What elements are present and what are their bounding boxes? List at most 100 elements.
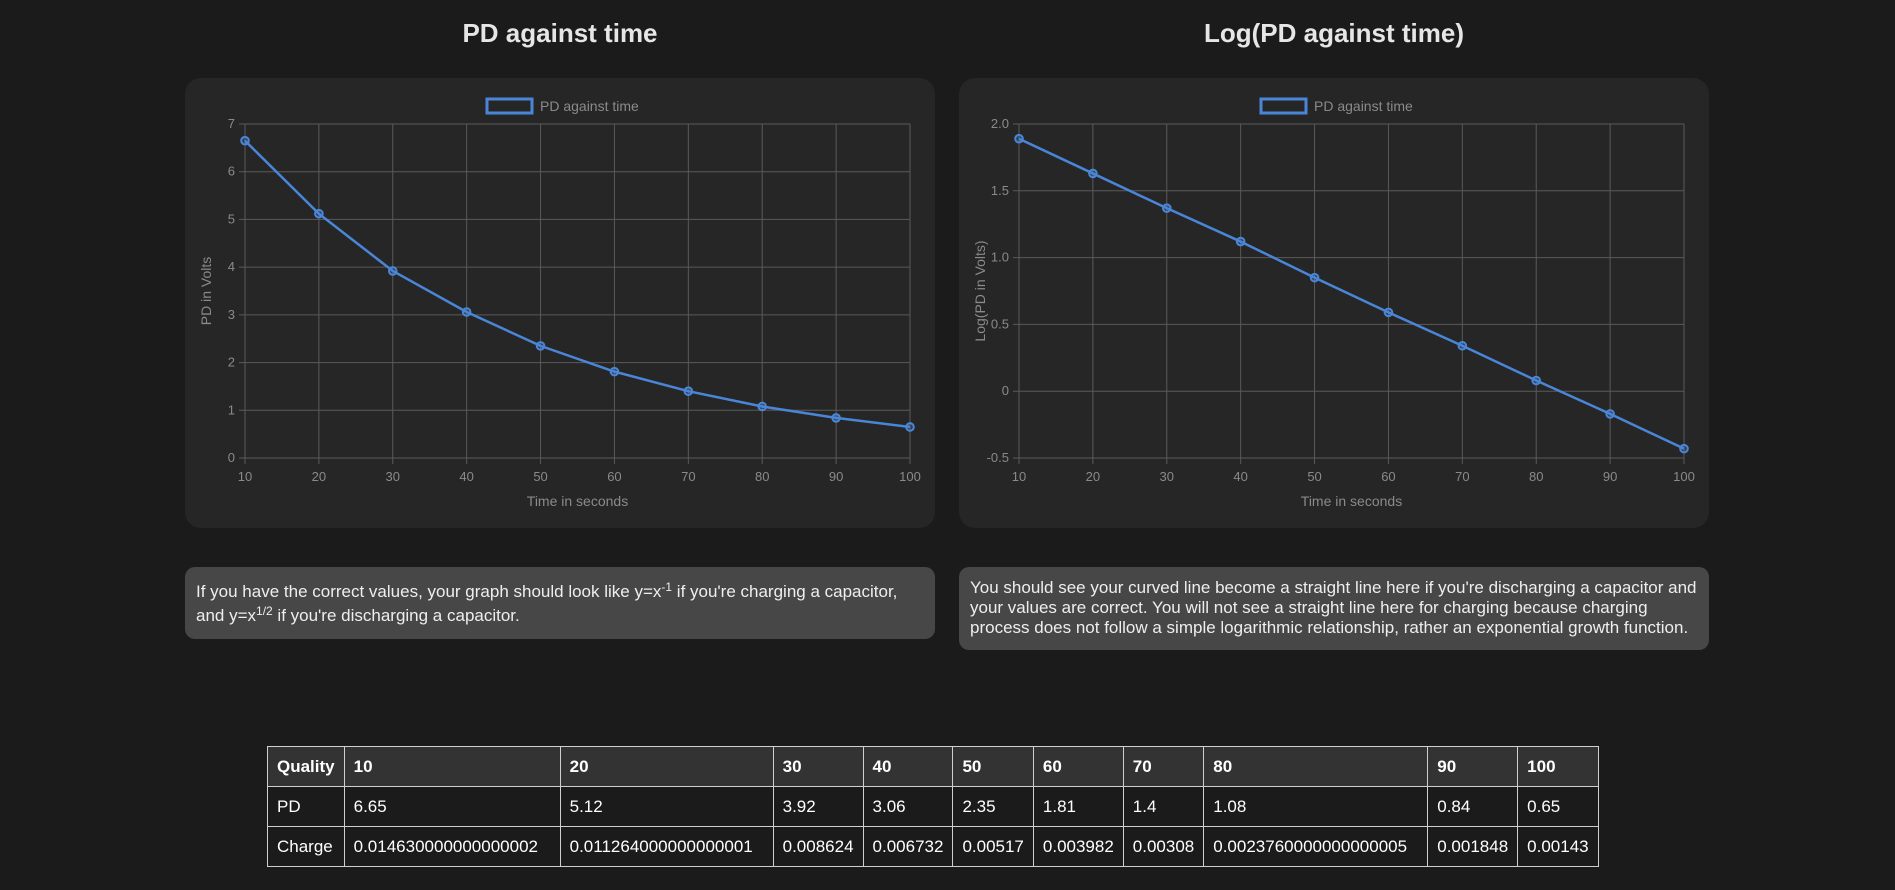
table-row-label: Charge — [267, 826, 345, 867]
data-point — [905, 422, 915, 432]
series-line — [244, 139, 911, 429]
data-point — [1531, 375, 1542, 386]
x-tick-label: 40 — [459, 469, 473, 484]
table-cell: 1.08 — [1203, 786, 1429, 827]
table-cell: 0.84 — [1427, 786, 1519, 827]
pd-explanation-note: If you have the correct values, your gra… — [185, 567, 935, 639]
x-tick-label: 30 — [1160, 469, 1174, 484]
data-point — [609, 366, 620, 377]
y-tick-label: 7 — [228, 116, 235, 131]
table-cell: 0.0023760000000000005 — [1203, 826, 1429, 867]
table-cell: 0.00517 — [952, 826, 1034, 867]
y-tick-label: 6 — [228, 164, 235, 179]
x-tick-label: 100 — [899, 469, 921, 484]
table-header-cell: Quality — [267, 746, 345, 787]
y-tick-label: -0.5 — [987, 450, 1009, 465]
data-point — [314, 208, 324, 219]
y-tick-label: 2 — [228, 355, 235, 370]
data-point — [1457, 340, 1468, 351]
x-tick-label: 20 — [1086, 469, 1100, 484]
data-point — [757, 401, 768, 412]
values-table: Quality 10 20 30 40 50 60 70 80 90 100 P… — [267, 746, 1599, 867]
table-header-cell: 40 — [862, 746, 954, 787]
table-cell: 2.35 — [952, 786, 1034, 827]
y-axis-label: PD in Volts — [198, 257, 214, 325]
pd-chart: 10 20 30 40 50 60 70 80 90 100 0 1 2 3 4 5 6 7 Time in sec… — [198, 97, 921, 509]
x-tick-label: 80 — [1529, 469, 1543, 484]
table-cell: 0.014630000000000002 — [343, 826, 561, 867]
note-exponent-1: -1 — [661, 580, 673, 594]
chart-title-pd: PD against time — [462, 18, 658, 48]
chart-card-log-pd: 10 20 30 40 50 60 70 80 90 100 -0.5 0 0.5 1.0 1.5 2.0 Ti… — [959, 78, 1709, 528]
legend-label: PD against time — [1314, 98, 1413, 114]
y-axis-label: Log(PD in Volts) — [972, 240, 988, 341]
data-point — [387, 266, 398, 276]
log-pd-chart: 10 20 30 40 50 60 70 80 90 100 -0.5 0 0.5 1.0 1.5 2.0 Ti… — [972, 97, 1695, 509]
legend-swatch — [485, 97, 534, 115]
data-point — [683, 386, 694, 397]
data-point — [1161, 203, 1172, 213]
note-text-3: if you're discharging a capacitor. — [272, 606, 520, 625]
legend: PD against time — [1259, 97, 1413, 115]
data-point — [1679, 443, 1689, 454]
table-cell: 6.65 — [343, 786, 561, 827]
table-cell: 0.00143 — [1517, 826, 1599, 867]
x-tick-label: 50 — [533, 469, 547, 484]
table-cell: 0.011264000000000001 — [559, 826, 774, 867]
log-pd-explanation-note: You should see your curved line become a… — [959, 567, 1709, 650]
x-tick-label: 10 — [1012, 469, 1026, 484]
series-line — [1018, 137, 1685, 450]
y-tick-label: 0 — [1002, 383, 1009, 398]
table-cell: 0.65 — [1517, 786, 1599, 827]
table-header-cell: 80 — [1203, 746, 1429, 787]
x-tick-label: 90 — [1603, 469, 1617, 484]
y-tick-label: 3 — [228, 307, 235, 322]
table-cell: 3.92 — [772, 786, 864, 827]
x-tick-label: 60 — [607, 469, 621, 484]
table-row: PD 6.65 5.12 3.92 3.06 2.35 1.81 1.4 1.0… — [267, 786, 1599, 827]
y-tick-label: 0.5 — [991, 316, 1009, 331]
chart-title-log-pd: Log(PD against time) — [1203, 18, 1464, 48]
x-tick-label: 10 — [238, 469, 252, 484]
x-tick-label: 40 — [1233, 469, 1247, 484]
note-text-2: if you're charging a capacitor, and y=x — [196, 582, 898, 625]
table-cell: 0.001848 — [1427, 826, 1519, 867]
note-exponent-2: 1/2 — [256, 604, 273, 618]
gridlines — [1013, 123, 1685, 464]
x-tick-label: 30 — [386, 469, 400, 484]
data-point — [1235, 236, 1246, 247]
y-tick-label: 2.0 — [991, 116, 1009, 131]
data-point — [1014, 133, 1024, 144]
table-cell: 5.12 — [559, 786, 774, 827]
x-axis-label: Time in seconds — [527, 493, 628, 509]
y-tick-label: 1.0 — [991, 250, 1009, 265]
x-tick-label: 50 — [1307, 469, 1321, 484]
table-cell: 0.008624 — [772, 826, 864, 867]
table-row-label: PD — [267, 786, 345, 827]
x-tick-label: 80 — [755, 469, 769, 484]
x-tick-label: 70 — [681, 469, 695, 484]
table-cell: 1.81 — [1032, 786, 1124, 827]
table-header-cell: 70 — [1122, 746, 1205, 787]
data-point — [240, 135, 250, 146]
gridlines — [239, 123, 911, 464]
x-axis-label: Time in seconds — [1301, 493, 1402, 509]
table-header-cell: 10 — [343, 746, 561, 787]
table-header-cell: 30 — [772, 746, 864, 787]
data-point — [1605, 409, 1615, 419]
x-tick-label: 100 — [1673, 469, 1695, 484]
y-tick-label: 0 — [228, 450, 235, 465]
table-header-cell: 60 — [1032, 746, 1124, 787]
table-cell: 3.06 — [862, 786, 954, 827]
data-point — [535, 341, 546, 351]
x-tick-label: 70 — [1455, 469, 1469, 484]
data-point — [1088, 168, 1098, 179]
data-point — [1383, 307, 1394, 318]
data-point — [461, 307, 472, 317]
legend-swatch — [1259, 97, 1308, 115]
table-header-cell: 90 — [1427, 746, 1519, 787]
x-tick-label: 20 — [312, 469, 326, 484]
y-tick-label: 5 — [228, 211, 235, 226]
chart-card-pd: 10 20 30 40 50 60 70 80 90 100 0 1 2 3 4 5 6 7 Time in sec… — [185, 78, 935, 528]
table-cell: 0.00308 — [1122, 826, 1205, 867]
